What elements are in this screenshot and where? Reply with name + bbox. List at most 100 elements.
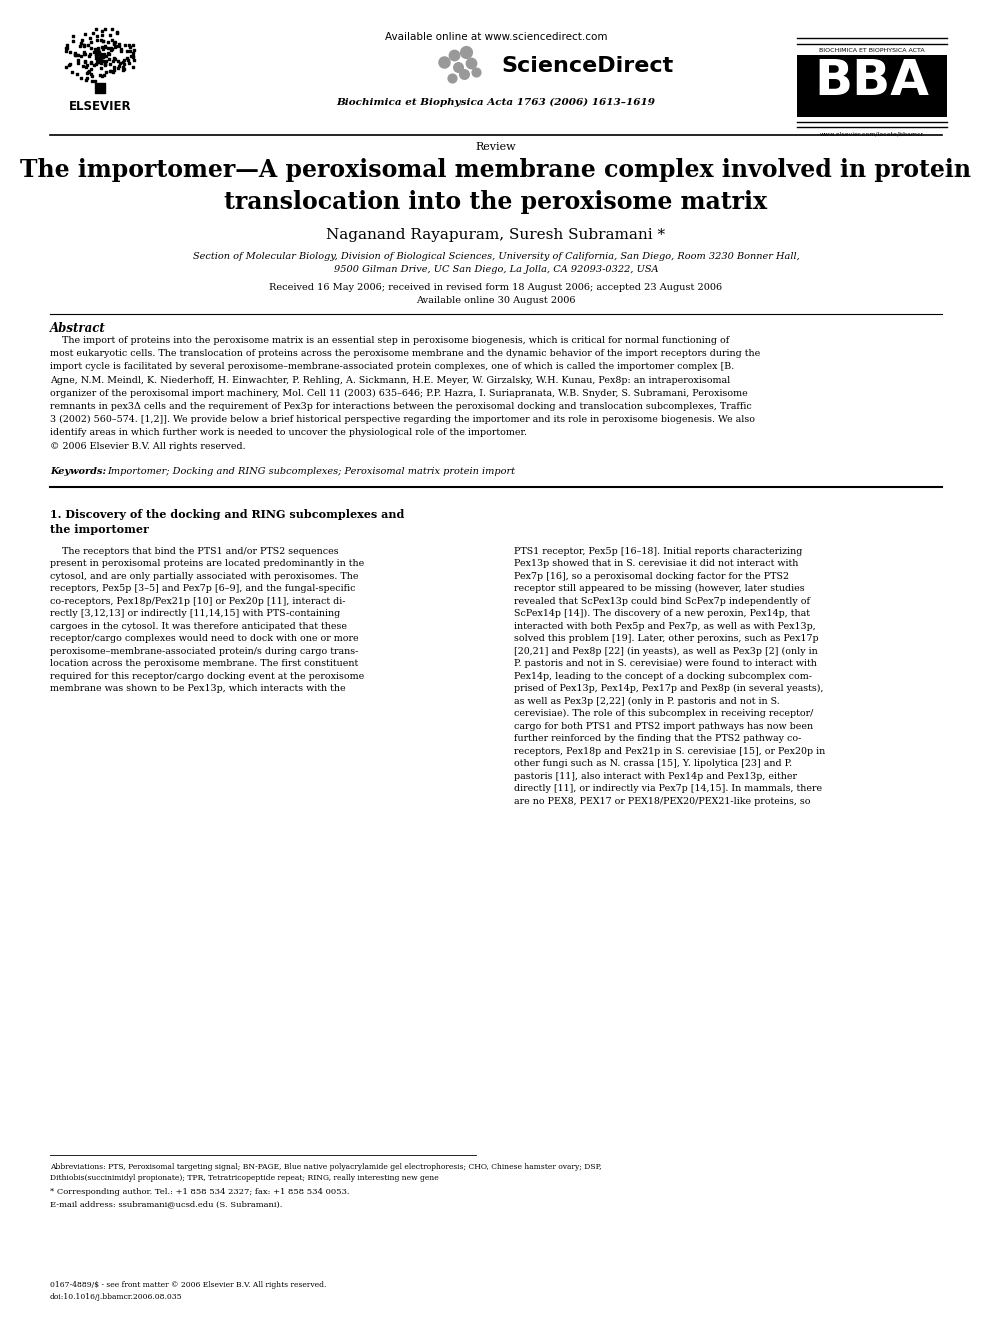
Text: solved this problem [19]. Later, other peroxins, such as Pex17p: solved this problem [19]. Later, other p…: [514, 634, 818, 643]
Point: [126, 49, 142, 70]
Text: ScienceDirect: ScienceDirect: [501, 56, 674, 75]
Point: [83, 32, 99, 53]
Point: [60, 34, 75, 56]
Text: BIOCHIMICA ET BIOPHYSICA ACTA: BIOCHIMICA ET BIOPHYSICA ACTA: [819, 48, 925, 53]
Point: [109, 22, 125, 44]
Point: [61, 54, 76, 75]
Point: [91, 44, 107, 65]
Point: [93, 58, 109, 79]
Text: The receptors that bind the PTS1 and/or PTS2 sequences: The receptors that bind the PTS1 and/or …: [50, 546, 338, 556]
Point: [102, 54, 118, 75]
Text: Importomer; Docking and RING subcomplexes; Peroxisomal matrix protein import: Importomer; Docking and RING subcomplexe…: [107, 467, 515, 476]
Point: [88, 19, 104, 40]
Point: [71, 34, 87, 56]
Point: [72, 45, 88, 66]
Point: [105, 61, 121, 82]
Point: [121, 53, 137, 74]
Point: [111, 33, 127, 54]
Point: [95, 46, 111, 67]
Point: [74, 29, 90, 50]
Point: [119, 48, 135, 69]
Text: are no PEX8, PEX17 or PEX18/PEX20/PEX21-like proteins, so: are no PEX8, PEX17 or PEX18/PEX20/PEX21-…: [514, 796, 810, 806]
Point: [92, 44, 108, 65]
Text: cerevisiae). The role of this subcomplex in receiving receptor/: cerevisiae). The role of this subcomplex…: [514, 709, 813, 718]
Point: [70, 45, 86, 66]
Point: [446, 45, 462, 66]
Text: Pex13p showed that in S. cerevisiae it did not interact with: Pex13p showed that in S. cerevisiae it d…: [514, 560, 799, 569]
Text: [20,21] and Pex8p [22] (in yeasts), as well as Pex3p [2] (only in: [20,21] and Pex8p [22] (in yeasts), as w…: [514, 647, 817, 656]
Point: [85, 22, 101, 44]
Text: identify areas in which further work is needed to uncover the physiological role: identify areas in which further work is …: [50, 429, 527, 438]
Point: [79, 64, 95, 85]
Point: [94, 66, 110, 87]
Point: [92, 46, 108, 67]
Point: [115, 60, 131, 81]
Point: [79, 34, 95, 56]
Point: [92, 45, 108, 66]
Point: [81, 61, 97, 82]
Point: [97, 53, 113, 74]
Point: [96, 65, 112, 86]
Point: [90, 40, 106, 61]
Point: [81, 44, 97, 65]
Point: [125, 42, 141, 64]
Text: revealed that ScPex13p could bind ScPex7p independently of: revealed that ScPex13p could bind ScPex7…: [514, 597, 810, 606]
Point: [92, 45, 108, 66]
Text: Biochimica et Biophysica Acta 1763 (2006) 1613–1619: Biochimica et Biophysica Acta 1763 (2006…: [336, 98, 656, 107]
Point: [97, 50, 113, 71]
Text: remnants in pex3Δ cells and the requirement of Pex3p for interactions between th: remnants in pex3Δ cells and the requirem…: [50, 402, 752, 411]
Point: [115, 57, 131, 78]
Point: [78, 57, 94, 78]
Point: [100, 42, 116, 64]
Point: [58, 41, 73, 62]
Text: Keywords:: Keywords:: [50, 467, 109, 476]
Point: [79, 67, 95, 89]
Point: [106, 60, 122, 81]
Point: [89, 29, 105, 50]
Point: [96, 44, 112, 65]
Point: [82, 64, 98, 85]
Point: [91, 52, 107, 73]
Text: Review: Review: [476, 142, 516, 152]
Text: Agne, N.M. Meindl, K. Niederhoff, H. Einwachter, P. Rehling, A. Sickmann, H.E. M: Agne, N.M. Meindl, K. Niederhoff, H. Ein…: [50, 376, 730, 385]
Text: www.elsevier.com/locate/bbamcr: www.elsevier.com/locate/bbamcr: [820, 132, 925, 138]
Text: translocation into the peroxisome matrix: translocation into the peroxisome matrix: [224, 191, 768, 214]
Text: peroxisome–membrane-associated protein/s during cargo trans-: peroxisome–membrane-associated protein/s…: [50, 647, 358, 656]
Text: Pex7p [16], so a peroxisomal docking factor for the PTS2: Pex7p [16], so a peroxisomal docking fac…: [514, 572, 789, 581]
Text: 1. Discovery of the docking and RING subcomplexes and: 1. Discovery of the docking and RING sub…: [50, 509, 405, 520]
Point: [95, 30, 111, 52]
Text: Pex14p, leading to the concept of a docking subcomplex com-: Pex14p, leading to the concept of a dock…: [514, 672, 812, 681]
Point: [60, 37, 75, 58]
Point: [64, 30, 80, 52]
Point: [89, 38, 105, 60]
Text: prised of Pex13p, Pex14p, Pex17p and Pex8p (in several yeasts),: prised of Pex13p, Pex14p, Pex17p and Pex…: [514, 684, 823, 693]
Point: [110, 57, 126, 78]
Point: [111, 36, 127, 57]
Point: [97, 19, 113, 40]
Point: [58, 37, 73, 58]
Text: 0167-4889/$ - see front matter © 2006 Elsevier B.V. All rights reserved.: 0167-4889/$ - see front matter © 2006 El…: [50, 1281, 326, 1289]
Text: BBA: BBA: [814, 57, 930, 105]
Point: [97, 53, 113, 74]
Point: [86, 41, 102, 62]
Point: [113, 38, 129, 60]
Point: [88, 53, 104, 74]
Text: Abstract: Abstract: [50, 321, 106, 335]
Point: [107, 48, 123, 69]
Point: [116, 58, 132, 79]
Point: [73, 33, 89, 54]
Text: cargo for both PTS1 and PTS2 import pathways has now been: cargo for both PTS1 and PTS2 import path…: [514, 722, 813, 730]
Point: [93, 48, 109, 69]
Point: [104, 29, 120, 50]
Point: [109, 22, 125, 44]
Point: [100, 32, 116, 53]
Text: most eukaryotic cells. The translocation of proteins across the peroxisome membr: most eukaryotic cells. The translocation…: [50, 349, 760, 359]
Point: [463, 53, 479, 74]
Point: [119, 40, 135, 61]
Point: [436, 52, 452, 73]
Text: Available online at www.sciencedirect.com: Available online at www.sciencedirect.co…: [385, 32, 607, 42]
Text: The importomer—A peroxisomal membrane complex involved in protein: The importomer—A peroxisomal membrane co…: [21, 157, 971, 183]
Point: [122, 36, 138, 57]
Text: organizer of the peroxisomal import machinery, Mol. Cell 11 (2003) 635–646; P.P.: organizer of the peroxisomal import mach…: [50, 389, 748, 398]
Point: [105, 50, 121, 71]
